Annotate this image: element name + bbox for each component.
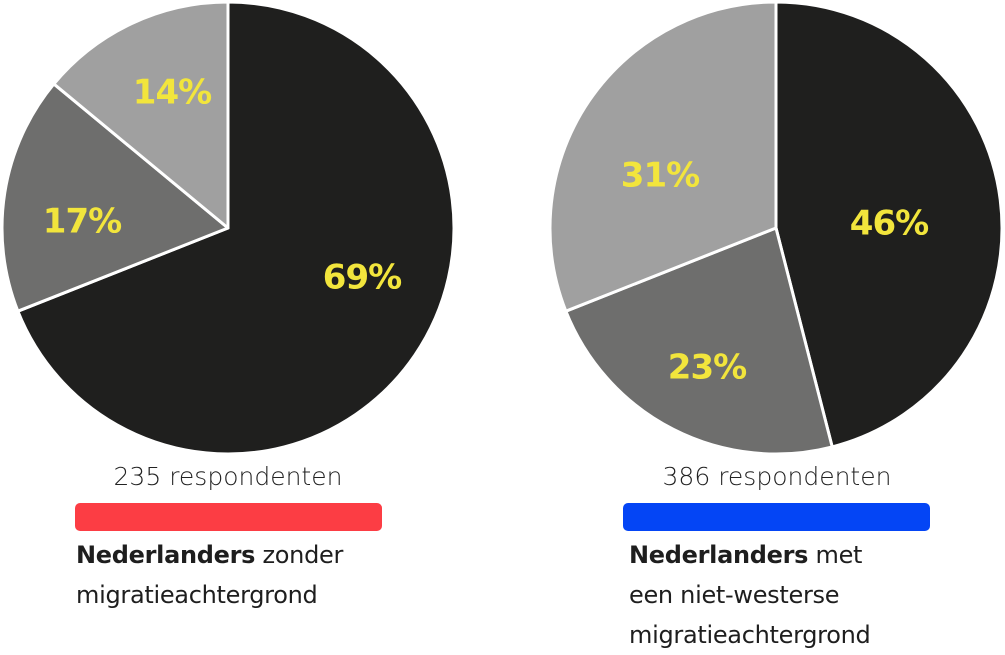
pie-slice: [564, 226, 834, 456]
caption-left-bold: Nederlanders: [76, 541, 256, 569]
pie-slice: [0, 82, 230, 313]
pie-slice: [16, 0, 456, 456]
pie-slice: [774, 0, 1004, 449]
caption-right-bold: Nederlanders: [629, 541, 809, 569]
slice-label: 69%: [323, 258, 401, 298]
slice-label: 14%: [133, 73, 211, 113]
caption-left-rest: zonder: [255, 541, 344, 569]
caption-right-line2: een niet-westerse: [629, 581, 840, 609]
pie-slice: [548, 0, 778, 313]
pie-chart-left: 69% 17% 14%: [0, 0, 456, 456]
slice-label: 23%: [668, 348, 746, 388]
respondents-count-left: 235 respondenten: [113, 462, 343, 491]
caption-left: Nederlanders zonder migratieachtergrond: [76, 535, 343, 615]
color-bar-left: [75, 503, 382, 531]
pie-slice: [52, 0, 230, 230]
caption-left-line2: migratieachtergrond: [76, 581, 318, 609]
color-bar-right: [623, 503, 930, 531]
caption-right: Nederlanders met een niet-westerse migra…: [629, 535, 871, 655]
pie-chart-right: 46% 23% 31%: [548, 0, 1004, 456]
slice-label: 46%: [850, 204, 928, 244]
caption-right-line3: migratieachtergrond: [629, 621, 871, 649]
slice-label: 17%: [43, 202, 121, 242]
caption-right-rest: met: [808, 541, 863, 569]
slice-label: 31%: [621, 156, 699, 196]
respondents-count-right: 386 respondenten: [662, 462, 892, 491]
